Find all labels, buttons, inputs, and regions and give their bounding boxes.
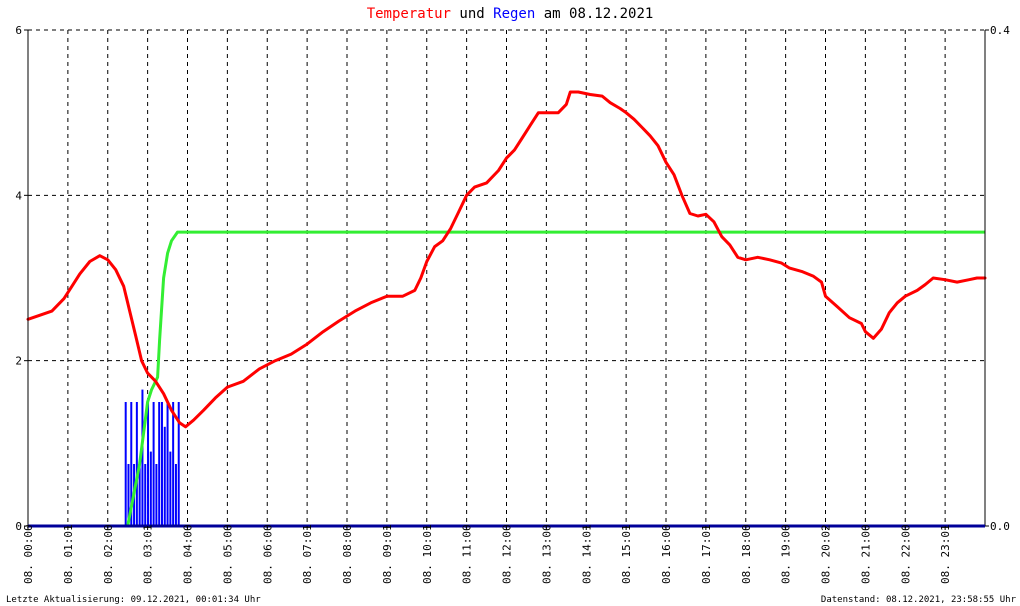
- x-tick-label: 08. 14:01: [580, 524, 593, 584]
- y-tick-label-left: 0: [15, 520, 22, 533]
- rain-bar: [177, 402, 180, 526]
- x-tick-label: 08. 00:00: [22, 524, 35, 584]
- x-tick-label: 08. 01:01: [62, 524, 75, 584]
- rain-bar: [127, 464, 130, 526]
- x-tick-label: 08. 03:01: [142, 524, 155, 584]
- rain-bar: [163, 426, 166, 526]
- x-tick-label: 08. 23:01: [939, 524, 952, 584]
- rain-bar: [135, 402, 138, 526]
- x-tick-label: 08. 02:00: [102, 524, 115, 584]
- x-tick-label: 08. 07:01: [301, 524, 314, 584]
- rain-bars: [124, 389, 180, 526]
- x-tick-label: 08. 06:00: [261, 524, 274, 584]
- x-tick-label: 08. 04:00: [182, 524, 195, 584]
- rain-bar: [124, 402, 127, 526]
- title-and: und: [451, 6, 493, 22]
- y-tick-label-right: 0.0: [990, 520, 1010, 533]
- data-lines: [26, 90, 987, 528]
- x-tick-label: 08. 16:00: [660, 524, 673, 584]
- chart-title: Temperatur und Regen am 08.12.2021: [367, 6, 654, 22]
- rain-bar: [172, 402, 175, 526]
- x-tick-label: 08. 12:00: [501, 524, 514, 584]
- x-tick-labels: 08. 00:00 08. 01:01 08. 02:00 08. 03:01 08. …: [22, 524, 952, 584]
- rain-bar: [147, 402, 150, 526]
- x-tick-label: 08. 15:01: [620, 524, 633, 584]
- y-tick-label-left: 6: [15, 24, 22, 37]
- y-tick-labels: 0 2 4 6 0.0 0.4: [15, 24, 1010, 533]
- rain-bar: [160, 402, 163, 526]
- x-tick-label: 08. 20:02: [820, 524, 833, 584]
- x-tick-label: 08. 18:00: [740, 524, 753, 584]
- x-tick-label: 08. 09:01: [381, 524, 394, 584]
- rain-bar: [141, 389, 144, 526]
- x-tick-label: 08. 05:00: [221, 524, 234, 584]
- temperature-line: [26, 90, 987, 429]
- x-tick-label: 08. 19:00: [780, 524, 793, 584]
- y-tick-label-left: 4: [15, 189, 22, 202]
- rain-bar: [149, 451, 152, 526]
- rain-bar: [130, 402, 133, 526]
- rain-bar: [166, 402, 169, 526]
- x-tick-label: 08. 13:00: [540, 524, 553, 584]
- y-tick-label-right: 0.4: [990, 24, 1010, 37]
- title-rain: Regen: [493, 6, 535, 22]
- footer-last-update: Letzte Aktualisierung: 09.12.2021, 00:01…: [6, 595, 261, 605]
- x-tick-label: 08. 21:00: [859, 524, 872, 584]
- title-temperature: Temperatur: [367, 6, 451, 22]
- rain-bar: [138, 464, 141, 526]
- x-tick-label: 08. 10:01: [421, 524, 434, 584]
- y-tick-label-left: 2: [15, 355, 22, 368]
- x-tick-label: 08. 08:00: [341, 524, 354, 584]
- title-date: am 08.12.2021: [535, 6, 653, 22]
- footer-data-timestamp: Datenstand: 08.12.2021, 23:58:55 Uhr: [821, 595, 1017, 605]
- cumulative-rain-line: [28, 230, 985, 528]
- rain-bar: [155, 464, 158, 526]
- x-tick-label: 08. 22:00: [899, 524, 912, 584]
- x-tick-label: 08. 11:00: [461, 524, 474, 584]
- rain-bar: [144, 464, 147, 526]
- rain-bar: [158, 402, 161, 526]
- x-tick-label: 08. 17:01: [700, 524, 713, 584]
- rain-bar: [152, 402, 155, 526]
- rain-bar: [169, 451, 172, 526]
- rain-bar: [174, 464, 177, 526]
